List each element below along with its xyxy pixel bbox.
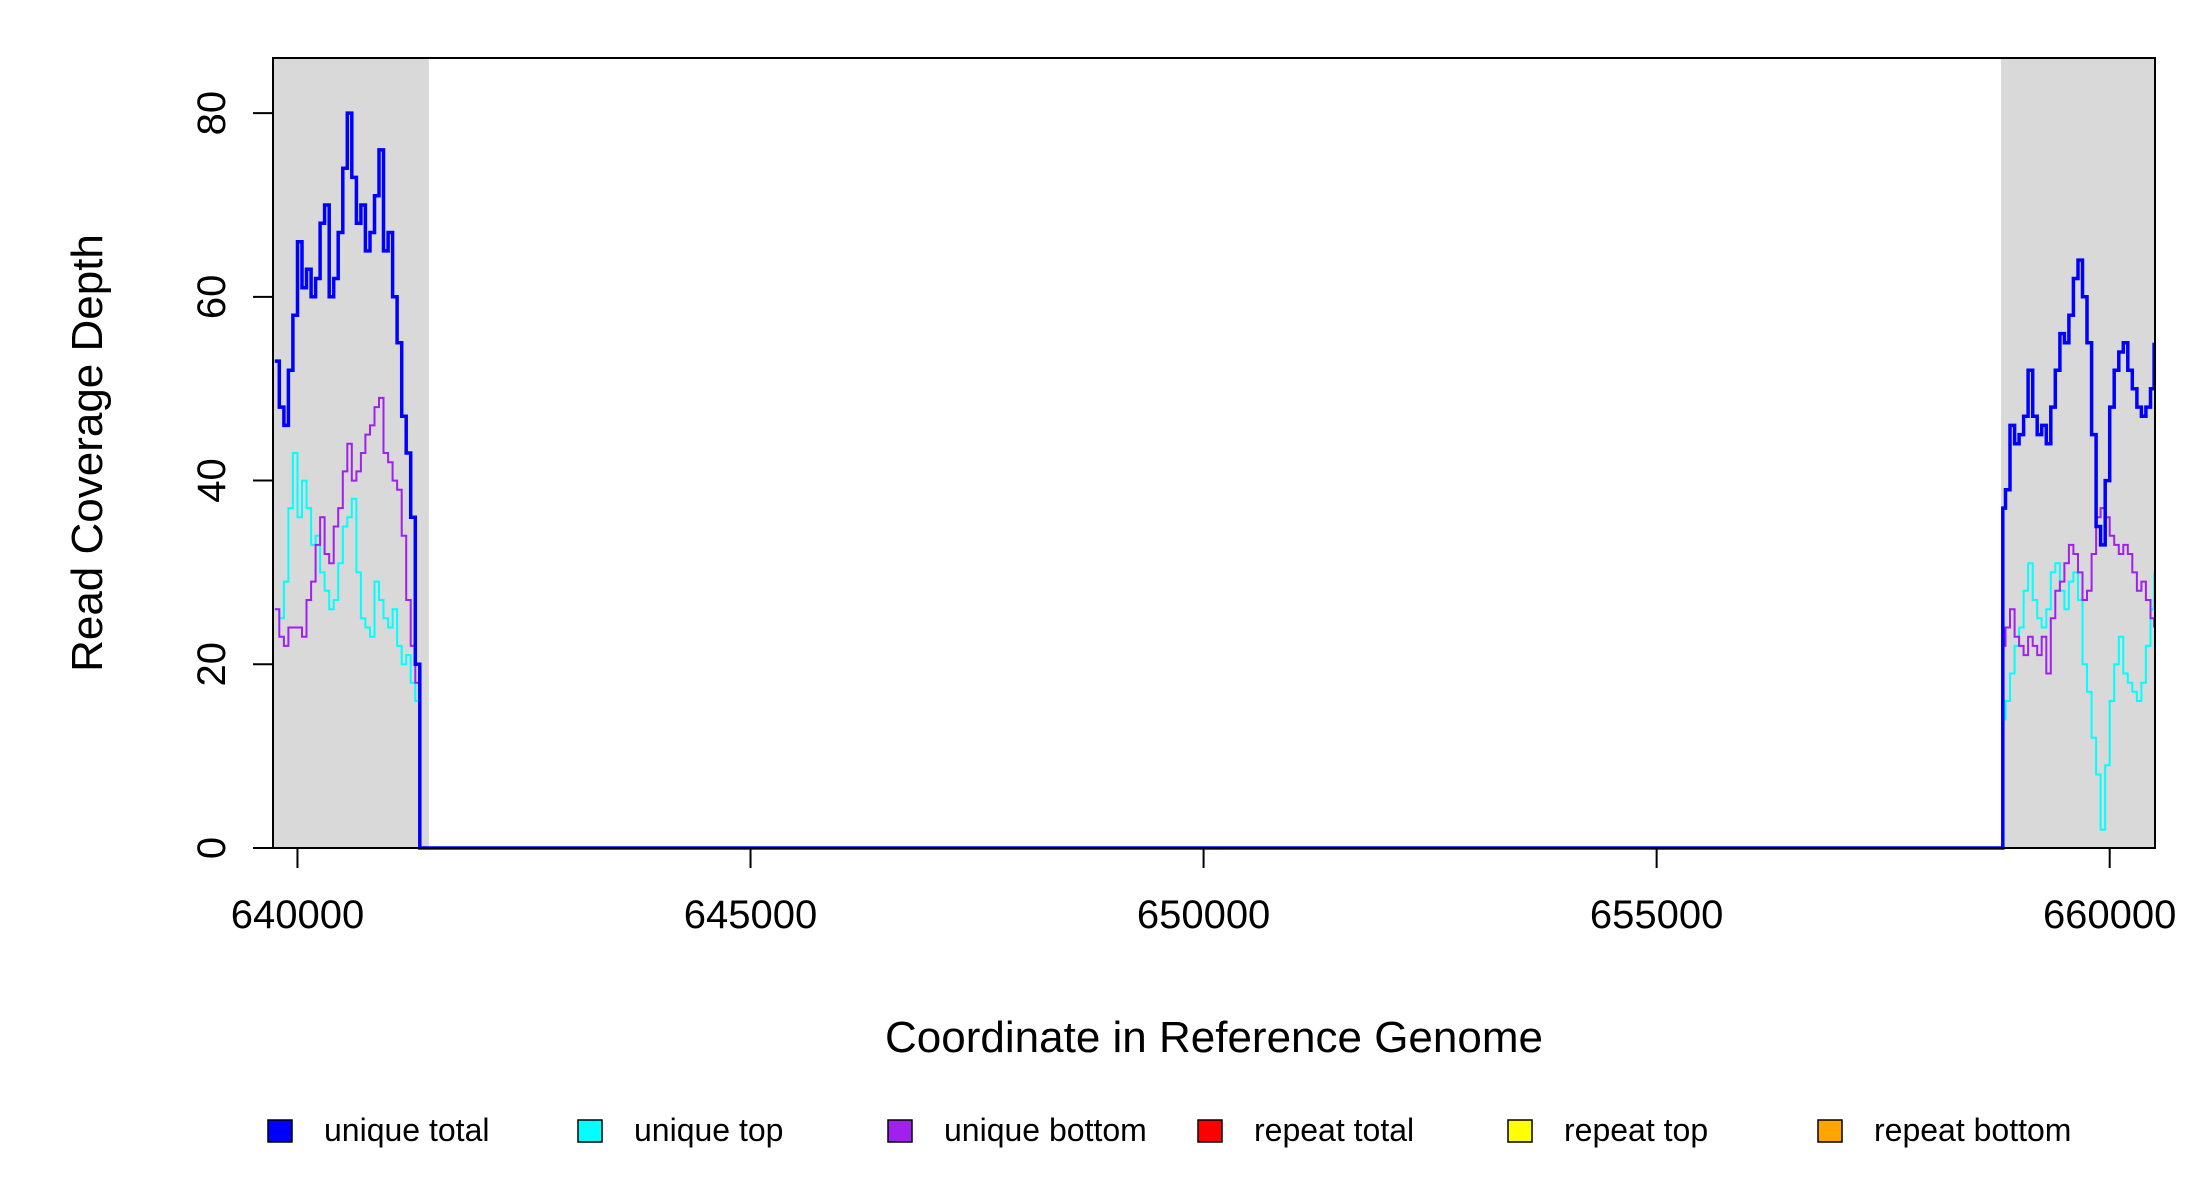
plot-frame — [272, 57, 2156, 849]
x-axis-title: Coordinate in Reference Genome — [885, 1013, 1543, 1062]
y-axis-title: Read Coverage Depth — [63, 234, 112, 672]
legend-swatch-unique-total — [267, 1119, 293, 1143]
y-tick-label: 40 — [190, 458, 234, 503]
series-lines — [273, 111, 2156, 850]
legend-swatch-unique-bottom — [887, 1119, 913, 1143]
series-line-unique-bottom — [274, 396, 2156, 849]
x-tick-label: 655000 — [1590, 893, 1723, 937]
legend-label-unique-bottom: unique bottom — [944, 1112, 1147, 1148]
x-tick-label: 660000 — [2043, 893, 2176, 937]
x-tick-label: 645000 — [684, 893, 817, 937]
legend-label-repeat-total: repeat total — [1254, 1112, 1414, 1148]
y-tick-label: 80 — [190, 91, 234, 135]
legend-label-repeat-top: repeat top — [1564, 1112, 1708, 1148]
x-tick-label: 650000 — [1137, 893, 1270, 937]
series-line-unique-top — [274, 452, 2156, 849]
x-axis: 640000 645000 650000 655000 660000 — [231, 847, 2176, 937]
x-tick-label: 640000 — [231, 893, 364, 937]
shaded-regions — [273, 58, 2155, 848]
legend-swatch-repeat-top — [1507, 1119, 1533, 1143]
shaded-region-2 — [2000, 58, 2155, 848]
legend: unique total unique top unique bottom repea… — [267, 1112, 2071, 1148]
y-tick-label: 0 — [190, 837, 234, 859]
legend-label-unique-total: unique total — [324, 1112, 489, 1148]
legend-swatch-unique-top — [577, 1119, 603, 1143]
legend-swatch-repeat-bottom — [1817, 1119, 1843, 1143]
legend-swatch-repeat-total — [1197, 1119, 1223, 1143]
series-line-unique-total — [274, 111, 2156, 850]
legend-label-unique-top: unique top — [634, 1112, 783, 1148]
y-tick-label: 60 — [190, 275, 234, 320]
legend-label-repeat-bottom: repeat bottom — [1874, 1112, 2071, 1148]
y-tick-label: 20 — [190, 642, 234, 687]
y-axis: 0 20 40 60 80 — [190, 91, 274, 859]
